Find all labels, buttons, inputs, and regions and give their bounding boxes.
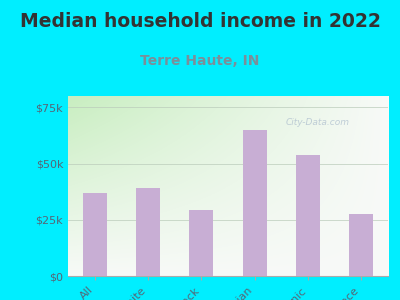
Bar [83, 193, 107, 276]
Bar [243, 130, 267, 276]
Bar [136, 188, 160, 276]
Text: City-Data.com: City-Data.com [286, 118, 350, 127]
Bar [349, 214, 373, 276]
Text: Median household income in 2022: Median household income in 2022 [20, 12, 380, 31]
Bar [189, 210, 213, 276]
Bar [296, 154, 320, 276]
Text: Terre Haute, IN: Terre Haute, IN [140, 54, 260, 68]
